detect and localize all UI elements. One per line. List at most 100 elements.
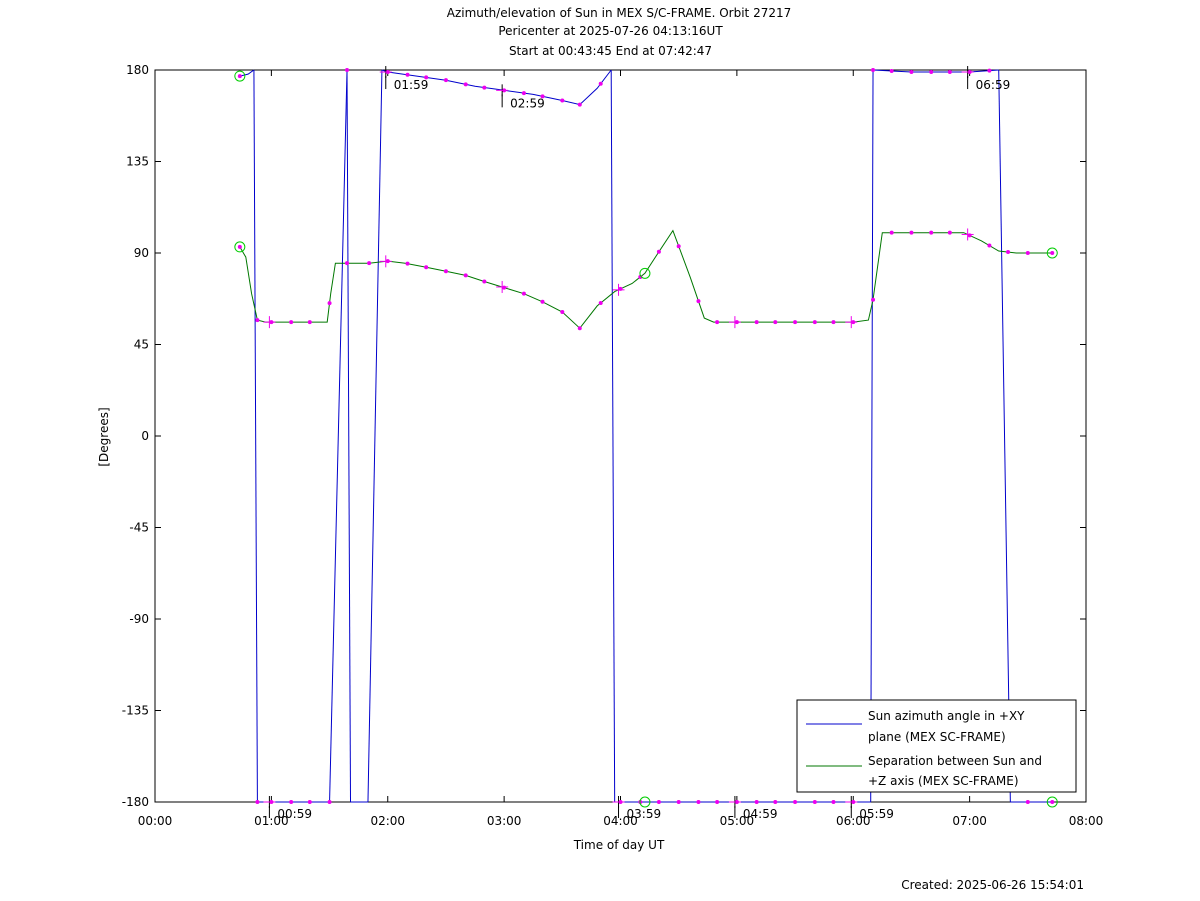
azimuth-wrap-line	[346, 69, 352, 803]
separation-marker	[463, 273, 468, 278]
endpoint-circle	[1046, 247, 1058, 259]
separation-marker	[540, 299, 545, 304]
plot-frame	[154, 69, 1087, 803]
axis-ticks: 00:00 01:00 02:00 03:00 04:00 05:00 06:00 07:00…	[122, 63, 1104, 828]
x-tick-label: 00:00	[138, 814, 173, 828]
azimuth-marker	[345, 68, 350, 72]
separation-marker	[871, 297, 876, 302]
azimuth-marker	[831, 800, 836, 804]
azimuth-marker	[405, 72, 410, 77]
chart-title-line1: Azimuth/elevation of Sun in MEX S/C-FRAM…	[446, 6, 792, 20]
created-timestamp: Created: 2025-06-26 15:54:01	[901, 878, 1084, 892]
separation-marker	[255, 318, 260, 323]
y-tick-label: 90	[134, 246, 149, 260]
azimuth-wrap-line	[329, 69, 348, 803]
hour-mark-label: 01:59	[394, 78, 429, 92]
separation-marker	[443, 269, 448, 274]
separation-marker	[773, 320, 778, 325]
azimuth-marker	[871, 68, 876, 72]
separation-marker	[405, 261, 410, 266]
separation-series-line	[239, 229, 1053, 329]
x-tick-label: 04:00	[603, 814, 638, 828]
azimuth-marker	[696, 800, 701, 804]
x-tick-label: 05:00	[720, 814, 755, 828]
azimuth-marker	[812, 800, 817, 804]
separation-marker	[947, 230, 952, 235]
y-axis-label: [Degrees]	[97, 407, 111, 466]
y-tick-label: 135	[126, 155, 149, 169]
endpoint-circle	[1046, 796, 1058, 808]
separation-marker	[482, 279, 487, 284]
separation-marker	[1050, 251, 1055, 255]
separation-marker	[656, 249, 661, 254]
separation-marker	[598, 301, 603, 306]
legend-azimuth-line2: plane (MEX SC-FRAME)	[868, 730, 1006, 744]
y-tick-label: -90	[129, 612, 149, 626]
azimuth-marker	[560, 98, 565, 103]
azimuth-marker	[947, 70, 952, 75]
endpoint-circle	[234, 70, 246, 82]
legend-separation-line1: Separation between Sun and	[868, 754, 1042, 768]
x-axis-label: Time of day UT	[573, 838, 665, 852]
azimuth-marker	[889, 68, 894, 73]
azimuth-wrap-line	[998, 69, 1011, 803]
hour-mark-label: 00:59	[277, 807, 312, 821]
legend-separation-line2: +Z axis (MEX SC-FRAME)	[868, 774, 1019, 788]
y-tick-label: 0	[141, 429, 149, 443]
azimuth-marker	[463, 82, 468, 87]
separation-marker	[345, 261, 350, 266]
x-tick-label: 06:00	[836, 814, 871, 828]
series-lines	[239, 69, 1053, 803]
azimuth-marker	[482, 85, 487, 90]
hour-mark-label: 05:59	[859, 807, 894, 821]
azimuth-marker	[793, 800, 798, 804]
azimuth-marker	[715, 800, 720, 804]
separation-marker	[929, 230, 934, 235]
azimuth-marker	[1050, 800, 1055, 804]
hour-mark-label: 02:59	[510, 96, 545, 110]
azimuth-marker	[424, 75, 429, 80]
separation-marker	[424, 265, 429, 270]
separation-marker	[502, 285, 507, 290]
separation-marker	[909, 230, 914, 235]
azimuth-marker	[255, 800, 260, 804]
separation-marker	[521, 291, 526, 296]
azimuth-wrap-line	[870, 69, 874, 803]
azimuth-marker	[577, 102, 582, 107]
azimuth-wrap-line	[610, 69, 616, 803]
separation-marker	[577, 326, 582, 331]
x-tick-label: 01:00	[254, 814, 289, 828]
hour-mark-label: 06:59	[976, 78, 1011, 92]
azimuth-marker	[307, 800, 312, 804]
endpoint-circle	[639, 267, 651, 279]
separation-marker	[676, 244, 681, 249]
separation-marker	[889, 230, 894, 235]
azimuth-marker	[676, 800, 681, 804]
azimuth-marker	[327, 800, 332, 804]
azimuth-marker	[987, 68, 992, 73]
separation-marker	[1006, 250, 1011, 255]
azimuth-marker	[521, 91, 526, 96]
endpoint-markers	[234, 70, 1058, 808]
y-tick-label: 45	[134, 338, 149, 352]
legend-box: Sun azimuth angle in +XY plane (MEX SC-F…	[796, 699, 1077, 793]
hour-mark-label: 03:59	[627, 807, 662, 821]
y-tick-label: -45	[129, 521, 149, 535]
azimuth-marker	[773, 800, 778, 804]
azimuth-series-segment	[872, 69, 999, 73]
x-tick-label: 07:00	[952, 814, 987, 828]
series-markers	[237, 68, 1055, 804]
azimuth-marker	[598, 81, 603, 86]
chart-title-line2: Pericenter at 2025-07-26 04:13:16UT	[498, 24, 723, 38]
azimuth-marker	[443, 78, 448, 83]
x-tick-label: 08:00	[1069, 814, 1104, 828]
separation-marker	[831, 320, 836, 325]
hour-mark-label: 04:59	[743, 807, 778, 821]
azimuth-marker	[540, 94, 545, 99]
x-tick-label: 03:00	[487, 814, 522, 828]
separation-marker	[327, 301, 332, 306]
separation-marker	[715, 320, 720, 325]
azimuth-marker	[754, 800, 759, 804]
azimuth-marker	[237, 74, 242, 79]
x-tick-label: 02:00	[370, 814, 405, 828]
